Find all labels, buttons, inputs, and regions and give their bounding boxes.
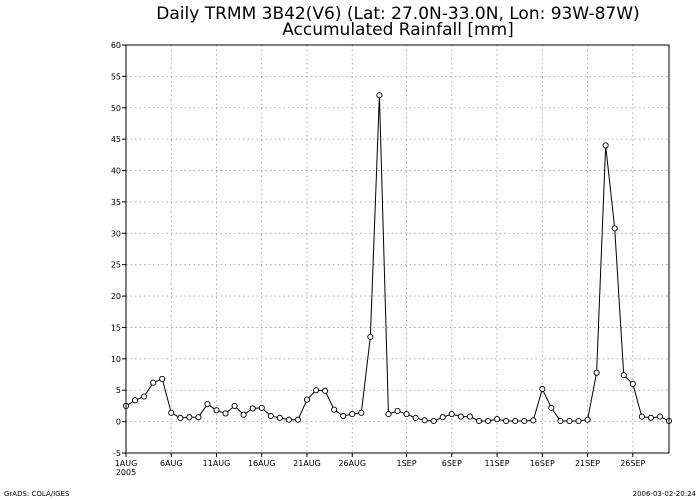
y-tick-label: 35 [111,198,121,207]
data-point [186,414,193,421]
data-point [412,414,419,421]
data-point [512,417,519,425]
data-point [294,416,302,423]
data-point [638,413,645,420]
y-tick-label: 5 [116,386,121,395]
footer-left-label: GrADS: COLA/IGES [4,490,70,498]
data-point [312,387,320,394]
data-point [131,397,139,404]
data-point [466,413,473,420]
data-point [457,413,464,420]
x-tick-label: 16SEP [530,459,555,468]
x-tick-label: 21SEP [575,459,600,468]
y-tick-label: 15 [111,323,121,332]
data-point [213,407,220,414]
data-point [557,417,564,425]
y-tick-label: 25 [111,261,121,270]
data-point [150,379,157,386]
data-point [177,414,184,421]
data-point [394,407,401,414]
x-tick-year-label: 2005 [116,468,136,477]
data-point [530,417,537,424]
data-point [421,417,428,424]
data-point [340,412,347,420]
data-point [376,92,383,99]
data-point [322,387,329,394]
x-tick-label: 21AUG [293,459,321,468]
data-point [611,225,618,232]
series-rainfall [122,92,673,425]
x-tick-label: 26SEP [620,459,645,468]
grid-lines [126,45,669,453]
x-tick-label: 1AUG [115,459,138,468]
data-point [331,406,338,413]
data-point [656,413,664,420]
x-tick-label: 6AUG [160,459,183,468]
data-point [276,414,283,421]
y-tick-label: 30 [111,229,121,238]
data-point [493,416,501,423]
data-point [503,417,510,425]
data-point [602,142,609,149]
data-point [204,400,211,408]
data-point [439,414,446,421]
x-tick-label: 26AUG [338,459,366,468]
data-point [358,409,365,416]
data-point [240,411,247,418]
y-tick-label: 45 [111,135,121,144]
y-tick-label: 10 [111,355,121,364]
data-point [258,404,265,411]
data-point [367,333,374,340]
y-tick-label: 20 [111,292,121,301]
x-tick-label: 1SEP [397,459,417,468]
data-point [141,393,148,400]
x-tick-label: 16AUG [248,459,276,468]
data-point [475,417,483,425]
data-point [285,416,292,423]
x-tick-label: 11SEP [484,459,509,468]
data-point [521,417,528,425]
data-point [620,372,627,379]
y-tick-label: 40 [111,167,121,176]
data-point [303,396,311,403]
data-point [267,412,274,420]
chart-title: Daily TRMM 3B42(V6) (Lat: 27.0N-33.0N, L… [156,4,639,24]
data-point [249,405,256,412]
data-point [484,417,492,425]
footer-right-label: 2006-03-02-20:24 [633,490,697,498]
y-tick-label: 60 [111,41,121,50]
y-tick-label: 50 [111,104,121,113]
x-tick-label: 6SEP [442,459,462,468]
data-point [349,411,356,418]
data-point [168,409,175,416]
data-point [548,404,555,411]
data-point [403,411,410,418]
data-point [430,417,437,425]
x-tick-label: 11AUG [203,459,231,468]
data-point [159,375,166,382]
data-point [629,380,636,388]
data-point [584,416,591,423]
y-tick-label: 0 [116,418,121,427]
data-point [575,417,582,425]
data-point [448,411,455,418]
plot-frame [125,44,670,454]
data-point [385,411,392,418]
data-point [593,369,600,376]
data-point [231,402,238,409]
chart-subtitle: Accumulated Rainfall [mm] [282,20,514,40]
data-point [647,414,654,421]
y-tick-label: 55 [111,72,121,81]
data-point [539,385,546,393]
data-point [195,414,202,421]
data-point [566,417,573,425]
data-point [222,410,229,417]
y-tick-label: -5 [113,449,121,458]
